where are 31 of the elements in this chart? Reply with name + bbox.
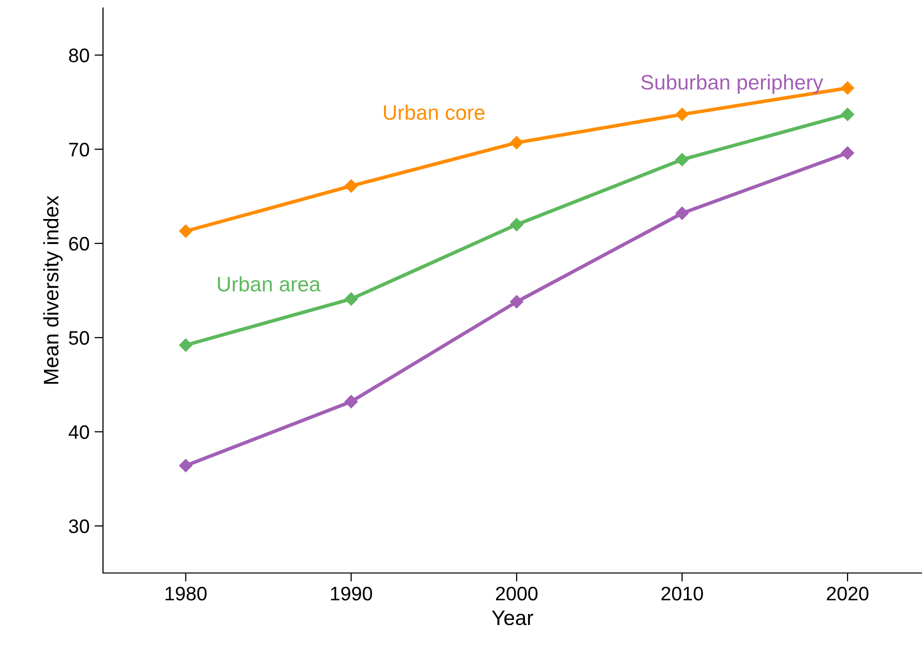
point (676, 153, 689, 166)
point (179, 338, 192, 352)
point (179, 459, 192, 472)
x-axis-title: Year (492, 610, 534, 626)
point (676, 108, 689, 121)
y-tick-label: 50 (68, 331, 90, 345)
y-tick-label: 60 (69, 236, 90, 251)
series-label: Urban area (218, 276, 321, 292)
x-tick-label: 1990 (331, 586, 372, 600)
point (676, 206, 689, 220)
series-label: Urban core (384, 104, 485, 120)
text: Suburban periphery (641, 74, 824, 94)
x-tick-label: 1980 (166, 586, 207, 600)
x-tick-label: 2010 (661, 586, 703, 600)
y-tick-label: 80 (69, 48, 90, 62)
y-tick-label: 30 (68, 519, 90, 534)
x-tick-label: 2020 (826, 586, 868, 600)
point (840, 81, 854, 95)
point (344, 179, 358, 193)
point (179, 224, 192, 238)
point (344, 292, 358, 306)
point (840, 146, 854, 160)
point (510, 218, 524, 232)
y-axis-title: Mean diversity index (43, 196, 63, 384)
point (510, 136, 524, 150)
point (510, 295, 524, 308)
y-tick-label: 70 (69, 142, 90, 156)
point (344, 395, 358, 408)
x-tick-label: 2000 (496, 586, 538, 600)
y-tick-label: 40 (68, 425, 90, 439)
point (840, 108, 854, 121)
